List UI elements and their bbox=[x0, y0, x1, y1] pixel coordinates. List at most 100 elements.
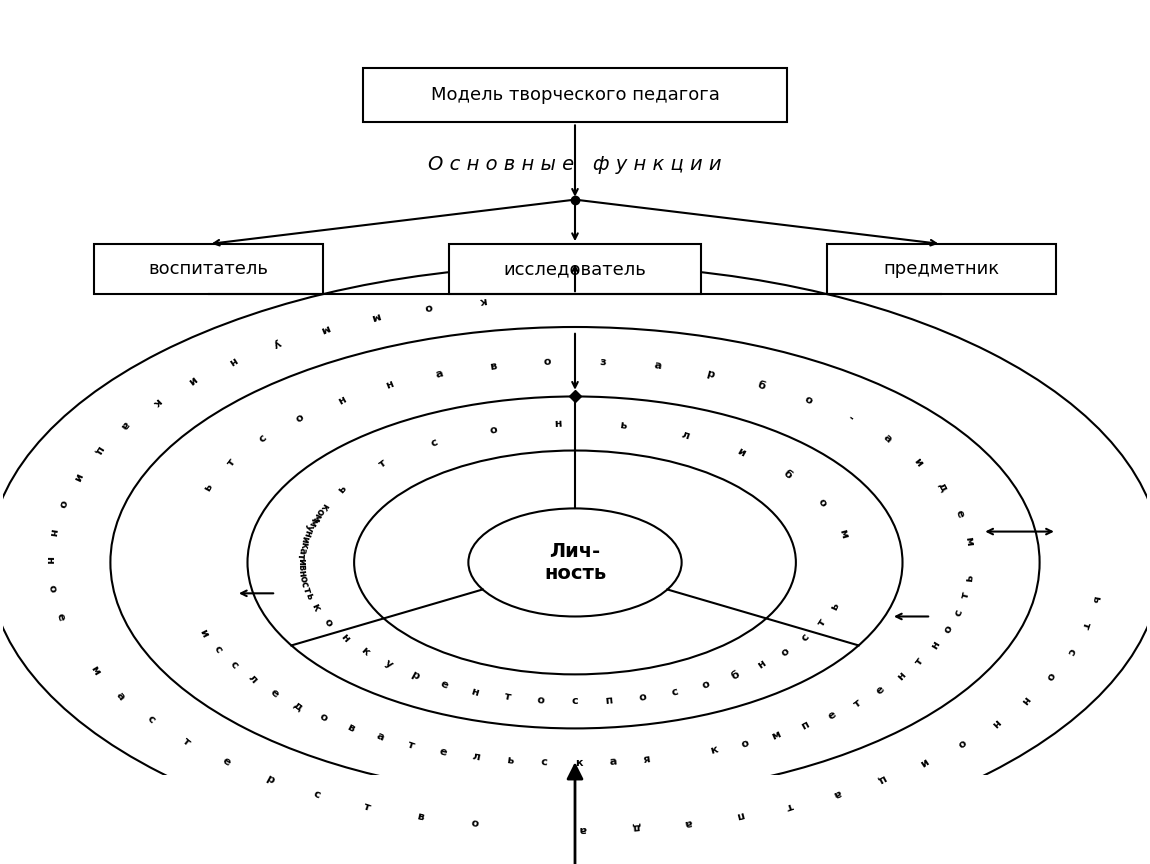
Text: и: и bbox=[198, 627, 210, 638]
Text: р: р bbox=[409, 669, 421, 682]
Text: н: н bbox=[469, 686, 480, 697]
Text: т: т bbox=[406, 740, 415, 751]
Text: ц: ц bbox=[875, 772, 888, 785]
Text: в: в bbox=[296, 564, 306, 571]
Text: ь: ь bbox=[829, 601, 841, 612]
Text: -: - bbox=[845, 413, 854, 423]
Text: н: н bbox=[384, 379, 394, 391]
Text: т: т bbox=[300, 586, 312, 594]
Text: н: н bbox=[45, 556, 54, 564]
Text: в: в bbox=[415, 811, 424, 823]
Text: б: б bbox=[782, 468, 795, 481]
Text: я: я bbox=[643, 754, 651, 766]
Text: Лич-
ность: Лич- ность bbox=[544, 542, 606, 583]
Text: в: в bbox=[345, 721, 356, 734]
Text: н: н bbox=[297, 569, 307, 577]
Text: и: и bbox=[186, 373, 199, 386]
Text: н: н bbox=[756, 658, 767, 670]
Text: о: о bbox=[46, 584, 58, 593]
Text: т: т bbox=[227, 456, 238, 467]
Text: о: о bbox=[56, 499, 68, 509]
Text: т: т bbox=[504, 691, 512, 702]
Text: д: д bbox=[631, 822, 642, 832]
Text: и: и bbox=[71, 471, 84, 482]
Text: с: с bbox=[540, 758, 547, 768]
Text: п: п bbox=[799, 720, 811, 732]
Text: с: с bbox=[312, 789, 322, 800]
Text: о: о bbox=[1044, 670, 1057, 683]
Text: с: с bbox=[799, 632, 811, 644]
Text: о: о bbox=[424, 301, 434, 313]
Text: о: о bbox=[317, 711, 329, 723]
Text: к: к bbox=[150, 396, 162, 408]
Text: о: о bbox=[297, 575, 308, 583]
Text: о: о bbox=[294, 412, 306, 424]
Text: ц: ц bbox=[92, 444, 105, 456]
Text: исследователь: исследователь bbox=[504, 260, 646, 278]
Text: е: е bbox=[438, 678, 450, 690]
Text: о: о bbox=[741, 738, 751, 750]
Text: с: с bbox=[228, 658, 239, 670]
Text: о: о bbox=[543, 357, 552, 367]
Text: н: н bbox=[895, 670, 907, 683]
Text: о: о bbox=[802, 394, 813, 406]
Text: н: н bbox=[337, 394, 348, 406]
Text: м: м bbox=[964, 537, 974, 547]
Text: у: у bbox=[383, 658, 394, 670]
Text: о: о bbox=[638, 691, 647, 702]
Text: р: р bbox=[264, 773, 276, 785]
Text: а: а bbox=[297, 547, 307, 554]
Text: а: а bbox=[435, 368, 445, 379]
Text: е: е bbox=[54, 612, 67, 621]
Text: Модель творческого педагога: Модель творческого педагога bbox=[430, 86, 720, 105]
Text: и: и bbox=[299, 535, 310, 543]
Text: о: о bbox=[322, 617, 335, 629]
Text: т: т bbox=[362, 801, 371, 813]
Text: ь: ь bbox=[965, 575, 975, 582]
Text: т: т bbox=[377, 457, 389, 469]
Text: з: з bbox=[599, 357, 606, 367]
Text: н: н bbox=[553, 418, 561, 429]
Text: е: е bbox=[874, 684, 887, 696]
Text: л: л bbox=[470, 751, 481, 762]
Text: о: о bbox=[942, 624, 954, 635]
Text: с: с bbox=[572, 696, 578, 707]
Text: о: о bbox=[489, 424, 498, 435]
Text: е: е bbox=[220, 755, 232, 768]
FancyBboxPatch shape bbox=[363, 68, 787, 123]
Text: м: м bbox=[370, 310, 382, 322]
Text: и: и bbox=[296, 558, 306, 565]
Text: о: о bbox=[314, 506, 325, 517]
Text: т: т bbox=[960, 591, 972, 600]
Text: ь: ь bbox=[619, 420, 627, 431]
Text: у: у bbox=[271, 337, 283, 349]
Text: а: а bbox=[881, 433, 894, 445]
Text: у: у bbox=[304, 524, 315, 532]
Text: м: м bbox=[319, 321, 331, 334]
Text: в: в bbox=[489, 360, 497, 372]
Text: о: о bbox=[700, 678, 712, 690]
Text: о: о bbox=[956, 737, 967, 749]
Text: л: л bbox=[246, 672, 259, 685]
Text: б: б bbox=[756, 379, 766, 391]
Text: воспитатель: воспитатель bbox=[148, 260, 269, 278]
Text: с: с bbox=[429, 437, 439, 449]
Text: н: н bbox=[929, 640, 942, 651]
Text: т: т bbox=[784, 800, 795, 811]
Text: к: к bbox=[359, 645, 371, 658]
Text: ь: ь bbox=[304, 591, 314, 600]
Text: м: м bbox=[837, 528, 850, 540]
Text: м: м bbox=[309, 511, 322, 523]
FancyBboxPatch shape bbox=[450, 244, 700, 294]
Text: н: н bbox=[989, 716, 1002, 728]
Text: м: м bbox=[306, 517, 319, 528]
Text: т: т bbox=[1080, 621, 1091, 630]
Text: с: с bbox=[952, 608, 964, 618]
Text: о: о bbox=[537, 695, 545, 706]
Text: т: т bbox=[816, 617, 828, 628]
Text: к: к bbox=[708, 745, 719, 756]
FancyBboxPatch shape bbox=[827, 244, 1056, 294]
Text: п: п bbox=[735, 810, 745, 821]
Text: т: т bbox=[296, 553, 306, 559]
Text: а: а bbox=[118, 419, 131, 431]
